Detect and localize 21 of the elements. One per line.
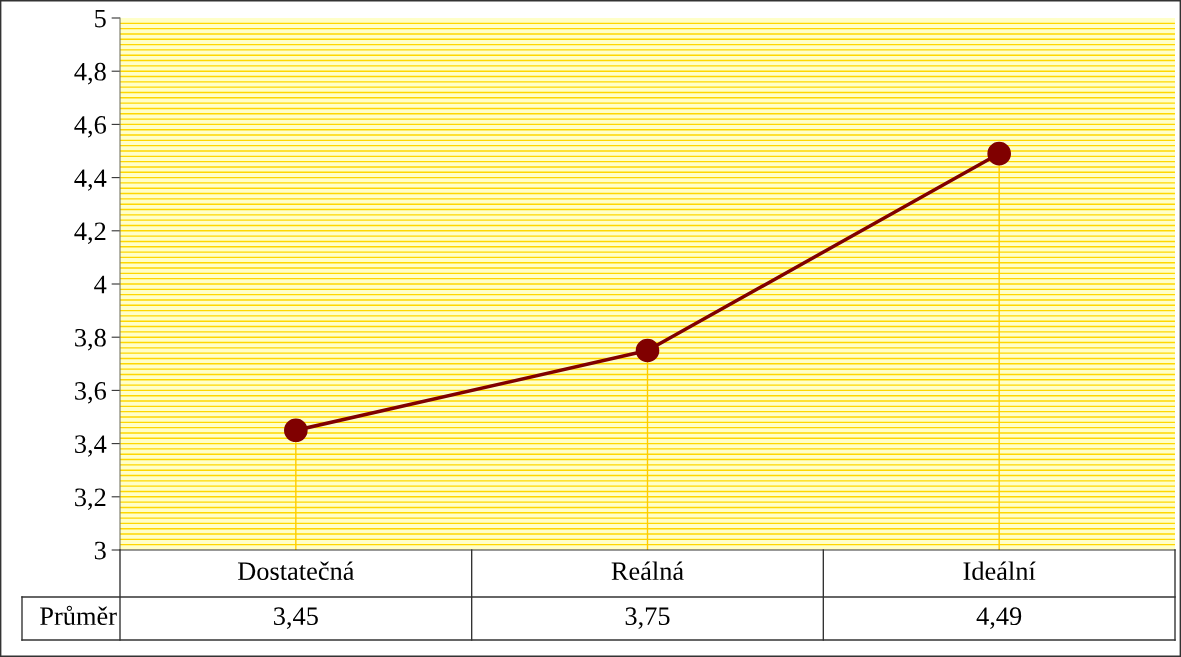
x-tick-label: Ideální	[963, 561, 1036, 581]
x-tick-label: Reálná	[611, 561, 684, 581]
y-tick-label: 4,4	[74, 169, 107, 191]
y-tick-label: 4,8	[74, 62, 106, 85]
y-tick-label: 4	[94, 275, 107, 294]
y-tick-label: 5	[95, 9, 106, 28]
point	[284, 418, 308, 443]
y-tick-label: 3,8	[75, 328, 106, 351]
x-tick-label: Dostatečná	[237, 561, 355, 581]
point	[635, 338, 660, 363]
text: Průměr	[40, 605, 117, 626]
y-tick-label: 3,4	[75, 435, 107, 457]
data-label: 3,75	[625, 607, 670, 629]
point	[987, 141, 1011, 166]
y-tick-label: 4,6	[74, 116, 107, 138]
y-tick-label: 3,6	[75, 382, 107, 404]
data-label: 3,45	[274, 607, 318, 629]
y-tick-label: 4,2	[74, 222, 106, 245]
y-tick-label: 3,2	[75, 488, 106, 511]
data-label: 4,49	[976, 607, 1022, 629]
y-tick-label: 3	[94, 541, 106, 560]
